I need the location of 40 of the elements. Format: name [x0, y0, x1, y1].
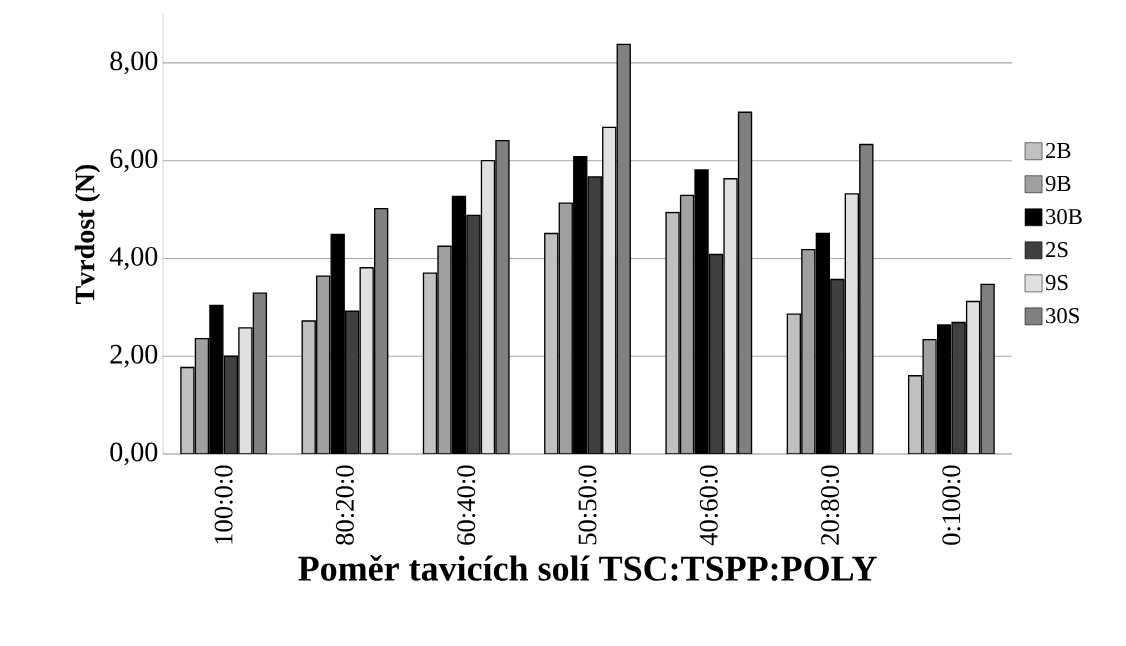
legend-label: 9B — [1045, 175, 1071, 192]
legend-label: 30S — [1046, 308, 1079, 324]
x-tick-label: 0:100:0 — [942, 465, 961, 545]
x-tick-label: 50:50:0 — [578, 465, 597, 545]
bar — [345, 310, 360, 454]
y-tick-label: 6,00 — [110, 149, 158, 173]
x-tick-label: 100:0:0 — [214, 465, 233, 544]
bar — [480, 160, 496, 454]
x-tick-label: 20:80:0 — [821, 465, 840, 545]
bar — [544, 232, 559, 454]
x-tick-label: 80:20:0 — [335, 465, 354, 545]
bar — [359, 267, 374, 454]
bar — [223, 355, 239, 454]
bar — [301, 320, 316, 454]
bar — [786, 313, 802, 454]
bar — [252, 292, 268, 454]
legend-label: 2S — [1046, 242, 1068, 258]
x-axis-title: Poměr tavicích solí TSC:TSPP:POLY — [298, 555, 877, 581]
bar — [965, 300, 981, 454]
x-tick-label: 40:60:0 — [699, 465, 718, 546]
y-tick-label: 4,00 — [109, 247, 158, 270]
legend-label: 2B — [1046, 142, 1071, 158]
bar — [708, 253, 724, 454]
y-tick-label: 8,00 — [110, 51, 158, 75]
y-tick-label: 0,00 — [110, 442, 158, 466]
legend-label: 9S — [1045, 275, 1068, 291]
bar — [422, 272, 438, 454]
y-axis-title: Tvrdost (N) — [74, 164, 101, 304]
y-tick-label: 2,00 — [110, 344, 158, 368]
bar — [616, 43, 631, 454]
bar — [859, 143, 874, 454]
bar — [737, 111, 753, 454]
bar — [907, 375, 923, 454]
bar — [844, 193, 859, 454]
bar — [374, 207, 389, 454]
bar — [830, 278, 845, 454]
bar — [587, 176, 602, 454]
x-tick-label: 60:40:0 — [457, 465, 476, 545]
legend-label: 30B — [1046, 208, 1082, 225]
bar — [602, 126, 617, 454]
